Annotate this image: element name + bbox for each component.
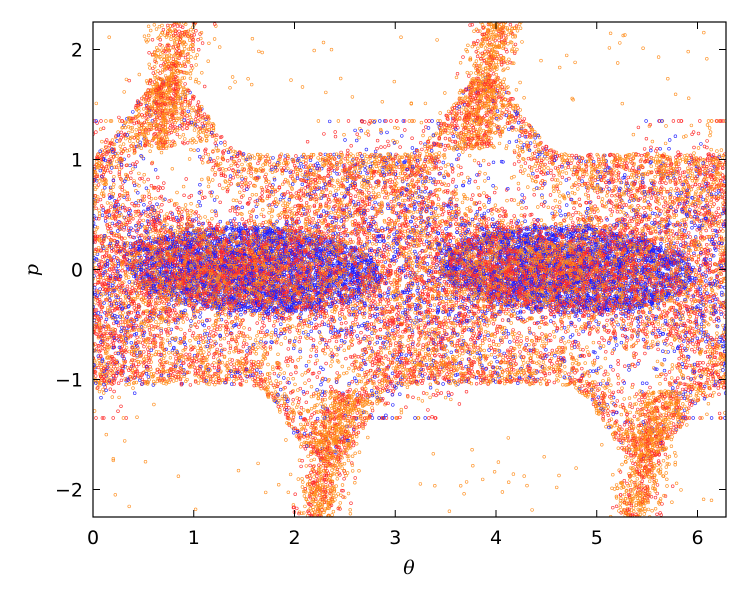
scatter-point <box>359 261 363 266</box>
scatter-point <box>354 294 359 299</box>
scatter-points-layer <box>93 22 726 517</box>
scatter-point <box>223 234 227 238</box>
scatter-point <box>198 300 203 304</box>
scatter-point <box>289 288 293 293</box>
